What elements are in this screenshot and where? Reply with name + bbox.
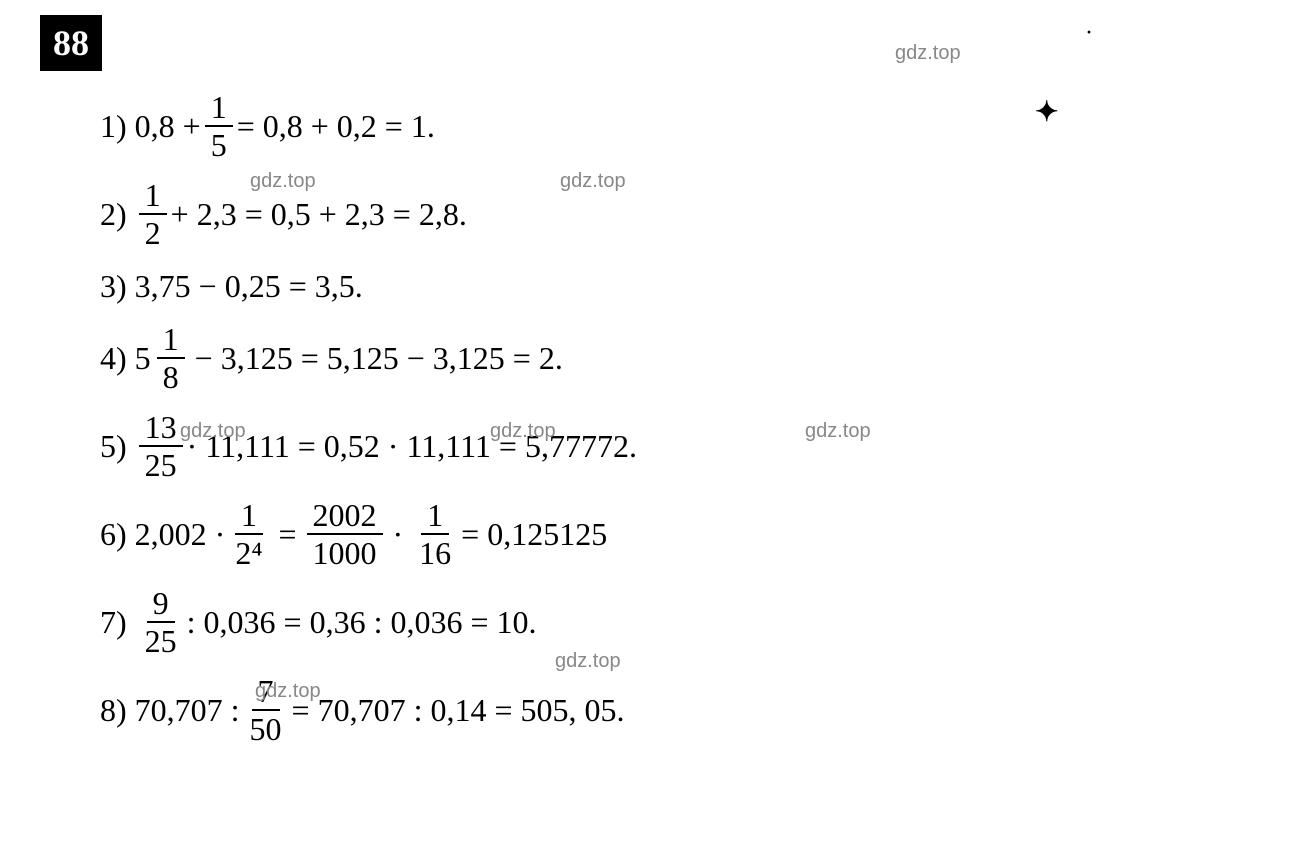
denominator: 1000	[307, 535, 383, 569]
denominator: 8	[157, 359, 185, 393]
denominator: 2⁴	[229, 535, 268, 569]
watermark-7: gdz.top	[255, 680, 321, 703]
numerator: 1	[205, 91, 233, 127]
equation-6-number: 6)	[100, 515, 127, 553]
denominator: 16	[413, 535, 457, 569]
equation-7: 7) 9 25 : 0,036 = 0,36 : 0,036 = 10.	[100, 587, 1267, 657]
equation-1-number: 1)	[100, 107, 127, 145]
numerator: 2002	[307, 499, 383, 535]
denominator: 25	[139, 447, 183, 481]
equation-4: 4) 5 1 8 − 3,125 = 5,125 − 3,125 = 2.	[100, 323, 1267, 393]
equation-list: 1) 0,8 + 1 5 = 0,8 + 0,2 = 1. 2) 1 2 + 2…	[40, 91, 1267, 745]
equation-2-number: 2)	[100, 195, 127, 233]
fraction-1-8: 1 8	[157, 323, 185, 393]
dot-mark: ·	[1085, 20, 1093, 47]
fraction-1-2p4: 1 2⁴	[229, 499, 268, 569]
fraction-1-5: 1 5	[205, 91, 233, 161]
equation-5-number: 5)	[100, 427, 127, 465]
equation-6-part4: = 0,125125	[461, 515, 607, 553]
equation-3: 3) 3,75 − 0,25 = 3,5.	[100, 267, 1267, 305]
equation-3-part1: 3,75 − 0,25 = 3,5.	[135, 267, 363, 305]
fraction-9-25: 9 25	[139, 587, 183, 657]
whole-part: 5	[135, 339, 151, 377]
equation-8-part1: 70,707 :	[135, 691, 240, 729]
watermark-4: gdz.top	[490, 420, 556, 443]
equation-1-part1: 0,8 +	[135, 107, 201, 145]
equation-5-part1: · 11,111 = 0,52 · 11,111 = 5,77772.	[187, 427, 637, 465]
watermark-3: gdz.top	[180, 420, 246, 443]
numerator: 13	[139, 411, 183, 447]
equation-6-part2: =	[278, 515, 296, 553]
equation-8-part2: = 70,707 : 0,14 = 505, 05.	[292, 691, 625, 729]
equation-7-number: 7)	[100, 603, 127, 641]
watermark-5: gdz.top	[805, 420, 871, 443]
equation-4-number: 4)	[100, 339, 127, 377]
fraction-13-25: 13 25	[139, 411, 183, 481]
watermark-2: gdz.top	[560, 170, 626, 193]
equation-8-number: 8)	[100, 691, 127, 729]
numerator: 1	[157, 323, 185, 359]
watermark-1: gdz.top	[250, 170, 316, 193]
mixed-5-1-8: 5 1 8	[135, 323, 189, 393]
equation-2-part1: + 2,3 = 0,5 + 2,3 = 2,8.	[171, 195, 467, 233]
numerator: 1	[139, 179, 167, 215]
equation-4-part1: − 3,125 = 5,125 − 3,125 = 2.	[195, 339, 563, 377]
watermark-0: gdz.top	[895, 42, 961, 65]
equation-6: 6) 2,002 · 1 2⁴ = 2002 1000 · 1 16 = 0,1…	[100, 499, 1267, 569]
watermark-6: gdz.top	[555, 650, 621, 673]
problem-number-badge: 88	[40, 15, 102, 71]
equation-5: 5) 13 25 · 11,111 = 0,52 · 11,111 = 5,77…	[100, 411, 1267, 481]
fraction-1-16: 1 16	[413, 499, 457, 569]
smudge-mark: ✦	[1035, 95, 1058, 129]
denominator: 25	[139, 623, 183, 657]
denominator: 50	[244, 711, 288, 745]
equation-6-part1: 2,002 ·	[135, 515, 226, 553]
denominator: 5	[205, 127, 233, 161]
equation-1: 1) 0,8 + 1 5 = 0,8 + 0,2 = 1.	[100, 91, 1267, 161]
numerator: 1	[235, 499, 263, 535]
equation-1-part2: = 0,8 + 0,2 = 1.	[237, 107, 435, 145]
equation-3-number: 3)	[100, 267, 127, 305]
fraction-2002-1000: 2002 1000	[307, 499, 383, 569]
numerator: 9	[147, 587, 175, 623]
denominator: 2	[139, 215, 167, 249]
numerator: 1	[421, 499, 449, 535]
equation-6-part3: ·	[393, 515, 404, 553]
fraction-1-2: 1 2	[139, 179, 167, 249]
equation-7-part1: : 0,036 = 0,36 : 0,036 = 10.	[187, 603, 537, 641]
